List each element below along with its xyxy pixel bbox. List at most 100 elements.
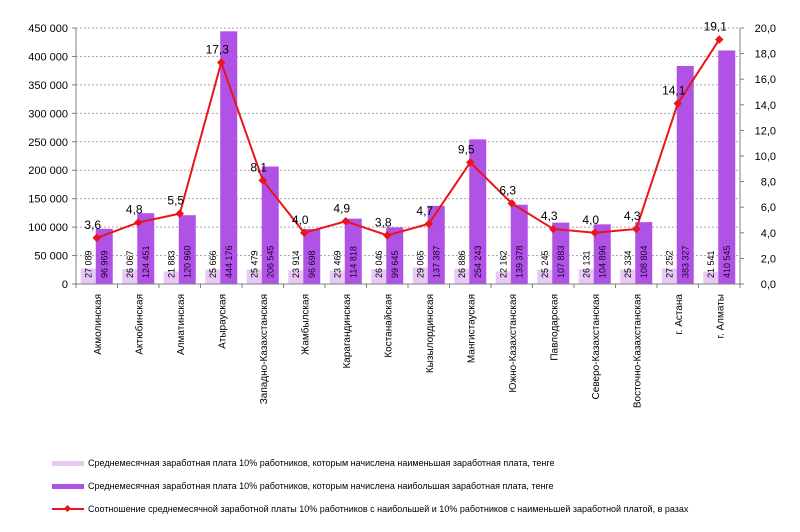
ratio-label: 3,8 bbox=[375, 215, 392, 229]
bar-max-salary bbox=[178, 215, 196, 284]
bar-label-min-salary: 27 252 bbox=[664, 250, 674, 278]
bar-max-salary bbox=[427, 205, 445, 284]
ratio-label: 19,1 bbox=[704, 20, 728, 34]
bar-min-salary bbox=[661, 268, 677, 284]
bar-label-max-salary: 104 896 bbox=[597, 245, 607, 278]
y2-tick-label: 20,0 bbox=[755, 23, 776, 35]
bar-label-min-salary: 22 162 bbox=[498, 250, 508, 278]
ratio-label: 4,3 bbox=[624, 209, 641, 223]
bar-label-min-salary: 27 089 bbox=[83, 250, 93, 278]
category-label: Акмолинская bbox=[93, 294, 104, 355]
bar-label-max-salary: 206 545 bbox=[265, 245, 275, 278]
y-tick-label: 50 000 bbox=[34, 251, 68, 263]
y2-tick-label: 0,0 bbox=[761, 279, 776, 291]
y-tick-label: 100 000 bbox=[28, 222, 68, 234]
y-tick-label: 450 000 bbox=[28, 23, 68, 35]
category-label: Северо-Казахстанская bbox=[591, 294, 602, 399]
bar-max-salary bbox=[510, 204, 528, 284]
bar-label-max-salary: 107 883 bbox=[556, 245, 566, 278]
bar-label-min-salary: 25 666 bbox=[208, 250, 218, 278]
ratio-label: 9,5 bbox=[458, 142, 475, 156]
bar-max-salary bbox=[469, 139, 487, 284]
bar-label-max-salary: 254 243 bbox=[473, 245, 483, 278]
category-label: Кызылординская bbox=[425, 294, 436, 373]
category-label: г. Алматы bbox=[715, 294, 726, 338]
category-label: Павлодарская bbox=[549, 294, 560, 361]
gridlines bbox=[76, 27, 740, 257]
bar-label-max-salary: 139 378 bbox=[514, 245, 524, 278]
bar-label-max-salary: 383 327 bbox=[680, 245, 690, 278]
y2-tick-label: 2,0 bbox=[761, 253, 776, 265]
bar-min-salary bbox=[205, 269, 221, 284]
ratio-point bbox=[300, 228, 309, 238]
y-tick-label: 300 000 bbox=[28, 108, 68, 120]
ratio-point bbox=[341, 217, 350, 226]
bar-label-min-salary: 23 469 bbox=[332, 250, 342, 278]
bars bbox=[80, 31, 736, 285]
ratio-point bbox=[92, 233, 101, 243]
axes: 0 50 000 100 000 150 000 200 000 250 000 300 0… bbox=[28, 23, 776, 408]
bar-label-max-salary: 96 969 bbox=[99, 250, 109, 278]
ratio-point bbox=[134, 218, 143, 227]
category-label: Карагандинская bbox=[342, 294, 353, 369]
y2-tick-label: 12,0 bbox=[755, 125, 776, 137]
category-label: Атырауская bbox=[217, 294, 228, 349]
chart: 0 50 000 100 000 150 000 200 000 250 000 300 0… bbox=[28, 20, 776, 409]
bar-label-min-salary: 25 479 bbox=[249, 250, 259, 278]
bar-max-salary bbox=[718, 50, 736, 284]
bar-min-salary bbox=[703, 271, 719, 284]
bar-label-max-salary: 108 804 bbox=[639, 245, 649, 278]
bar-min-salary bbox=[454, 268, 470, 284]
bar-label-min-salary: 26 131 bbox=[581, 250, 591, 278]
y2-tick-label: 18,0 bbox=[755, 49, 776, 61]
bar-label-min-salary: 26 886 bbox=[457, 250, 467, 278]
bar-min-salary bbox=[412, 267, 428, 284]
legend-marker-icon bbox=[63, 504, 72, 513]
legend-item-max-salary: Среднемесячная заработная плата 10% рабо… bbox=[52, 475, 792, 497]
category-label: Жамбылская bbox=[299, 294, 311, 355]
y-tick-label: 200 000 bbox=[28, 165, 68, 177]
ratio-line-path bbox=[96, 38, 721, 239]
y-tick-label: 250 000 bbox=[28, 137, 68, 149]
bar-min-salary bbox=[246, 269, 262, 284]
bar-label-min-salary: 29 065 bbox=[415, 250, 425, 278]
y2-tick-label: 10,0 bbox=[755, 151, 776, 163]
bar-max-salary bbox=[95, 228, 113, 284]
bar-label-max-salary: 444 176 bbox=[224, 245, 234, 278]
bar-label-min-salary: 25 245 bbox=[540, 250, 550, 278]
ratio-point bbox=[424, 219, 433, 229]
legend-swatch-ratio bbox=[52, 504, 84, 513]
y2-tick-label: 6,0 bbox=[761, 202, 776, 214]
category-label: Южно-Казахстанская bbox=[508, 294, 519, 393]
ratio-label: 17,3 bbox=[206, 43, 230, 57]
bar-label-min-salary: 25 334 bbox=[623, 250, 633, 278]
legend: Среднемесячная заработная плата 10% рабо… bbox=[52, 452, 792, 521]
legend-label: Среднемесячная заработная плата 10% рабо… bbox=[88, 458, 555, 468]
ratio-label: 8,1 bbox=[250, 160, 267, 174]
legend-swatch-min-salary bbox=[52, 460, 84, 466]
bar-min-salary bbox=[371, 269, 387, 284]
bar-label-max-salary: 137 387 bbox=[431, 245, 441, 278]
bar-max-salary bbox=[552, 222, 570, 284]
bar-label-min-salary: 26 046 bbox=[374, 250, 384, 278]
category-label: Западно-Казахстанская bbox=[259, 294, 270, 404]
y-tick-label: 400 000 bbox=[28, 51, 68, 63]
bar-min-salary bbox=[620, 269, 636, 284]
bar-label-max-salary: 124 451 bbox=[141, 245, 151, 278]
ratio-label: 3,6 bbox=[84, 218, 101, 232]
bar-min-salary bbox=[495, 271, 511, 284]
ratio-point bbox=[383, 231, 392, 240]
ratio-label: 4,0 bbox=[582, 213, 599, 227]
ratio-point bbox=[258, 176, 267, 185]
bar-min-salary bbox=[80, 268, 96, 284]
ratio-label: 14,1 bbox=[662, 84, 686, 98]
bar-max-salary bbox=[635, 222, 653, 284]
y-tick-label: 0 bbox=[62, 279, 68, 291]
bar-label-min-salary: 26 067 bbox=[125, 250, 135, 278]
data-labels: 27 089 96 969 26 067 124 451 21 883 120 960 25… bbox=[83, 20, 732, 278]
bar-min-salary bbox=[578, 269, 594, 284]
category-label: Восточно-Казахстанская bbox=[632, 294, 643, 408]
category-label: г. Астана bbox=[674, 294, 685, 335]
bar-label-max-salary: 114 818 bbox=[348, 246, 358, 278]
ratio-label: 4,9 bbox=[333, 201, 350, 215]
